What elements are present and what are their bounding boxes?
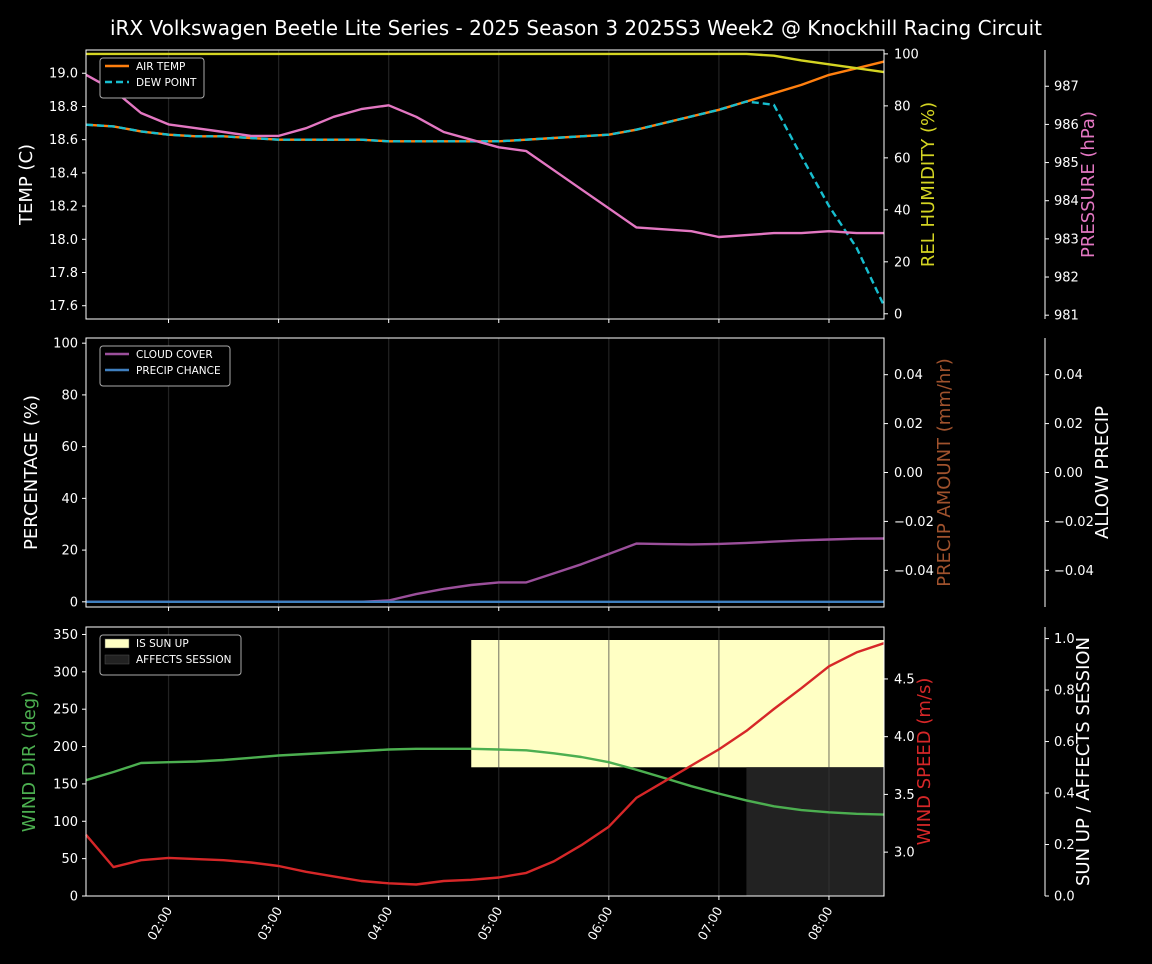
far-right-tick-label: 0.6 <box>1054 735 1075 750</box>
left-tick-label: 250 <box>53 703 78 718</box>
far-right-tick-label: 983 <box>1054 232 1079 247</box>
far-right-tick-label: 981 <box>1054 309 1079 324</box>
legend-box <box>99 57 205 99</box>
legend: IS SUN UP AFFECTS SESSION <box>99 634 242 676</box>
far-right-tick-label: 0.02 <box>1054 417 1083 432</box>
far-right-tick-label: −0.04 <box>1054 564 1094 579</box>
far-right-tick-label: 984 <box>1054 194 1079 209</box>
right-axis-label: REL HUMIDITY (%) <box>918 102 939 267</box>
left-tick-label: 19.0 <box>49 67 78 82</box>
left-tick-label: 0 <box>70 890 78 905</box>
left-axis-label: WIND DIR (deg) <box>19 691 40 833</box>
far-right-tick-label: −0.02 <box>1054 515 1094 530</box>
legend-label: PRECIP CHANCE <box>136 365 221 377</box>
series-dew-point <box>85 100 886 307</box>
band-affects-session <box>746 767 884 896</box>
panel-temperature: 17.6 17.8 18.0 18.2 18.4 18.6 18.8 19.0 0 20 40 60 8… <box>16 47 1099 323</box>
left-tick-label: 18.8 <box>49 100 78 115</box>
far-right-axis-label: PRESSURE (hPa) <box>1078 111 1099 258</box>
legend-label: DEW POINT <box>136 77 197 89</box>
left-tick-label: 100 <box>53 337 78 352</box>
left-tick-label: 40 <box>61 492 78 507</box>
right-tick-label: 20 <box>894 255 911 270</box>
left-tick-label: 20 <box>61 544 78 559</box>
left-tick-label: 100 <box>53 815 78 830</box>
far-right-tick-label: 985 <box>1054 156 1079 171</box>
right-tick-label: −0.04 <box>894 564 934 579</box>
right-tick-label: 0 <box>894 307 902 322</box>
right-axis-label: PRECIP AMOUNT (mm/hr) <box>934 358 955 587</box>
right-tick-label: 3.5 <box>894 788 915 803</box>
left-tick-label: 18.2 <box>49 200 78 215</box>
plot-frame <box>85 49 885 320</box>
right-tick-label: 4.5 <box>894 672 915 687</box>
left-tick-label: 200 <box>53 740 78 755</box>
panel-wind_sun: 0 50 100 150 200 250 300 350 3.0 3.5 4.0 4.5 0.0 0.2 0… <box>19 626 1094 943</box>
far-right-tick-label: 982 <box>1054 271 1079 286</box>
far-right-tick-label: 986 <box>1054 118 1079 133</box>
legend-label: IS SUN UP <box>136 638 189 650</box>
right-tick-label: 60 <box>894 151 911 166</box>
right-tick-label: 80 <box>894 99 911 114</box>
right-tick-label: 100 <box>894 47 919 62</box>
series-wind-speed <box>85 642 885 886</box>
figure-title: iRX Volkswagen Beetle Lite Series - 2025… <box>110 16 1042 40</box>
far-right-tick-label: 0.8 <box>1054 684 1075 699</box>
far-right-tick-label: 0.00 <box>1054 466 1083 481</box>
band-is-sun-up <box>471 640 884 768</box>
left-tick-label: 0 <box>70 595 78 610</box>
right-tick-label: −0.02 <box>894 515 934 530</box>
left-tick-label: 350 <box>53 628 78 643</box>
legend-label: AFFECTS SESSION <box>136 654 232 666</box>
far-right-tick-label: 987 <box>1054 80 1079 95</box>
left-axis-label: PERCENTAGE (%) <box>21 395 42 550</box>
left-tick-label: 17.6 <box>49 299 78 314</box>
left-tick-label: 17.8 <box>49 266 78 281</box>
right-tick-label: 40 <box>894 203 911 218</box>
series-wind-dir <box>85 747 885 816</box>
right-tick-label: 0.02 <box>894 417 923 432</box>
left-tick-label: 18.0 <box>49 233 78 248</box>
legend-swatch <box>104 654 130 665</box>
far-right-tick-label: 0.2 <box>1054 838 1075 853</box>
right-axis-label: WIND SPEED (m/s) <box>914 678 935 846</box>
panel-clouds_precip: 0 20 40 60 80 100 −0.04 −0.02 0.00 0.02 0.04 −0.04 −… <box>21 337 1113 611</box>
legend-swatch <box>104 638 130 649</box>
right-tick-label: 0.04 <box>894 368 923 383</box>
right-tick-label: 0.00 <box>894 466 923 481</box>
left-tick-label: 60 <box>61 440 78 455</box>
far-right-tick-label: 0.4 <box>1054 787 1075 802</box>
left-tick-label: 150 <box>53 777 78 792</box>
series-rel-humidity <box>86 52 885 74</box>
legend: CLOUD COVER PRECIP CHANCE <box>99 345 231 387</box>
far-right-tick-label: 1.0 <box>1054 632 1075 647</box>
legend-box <box>99 345 231 387</box>
legend: AIR TEMP DEW POINT <box>99 57 205 99</box>
plot-frame <box>85 626 885 897</box>
left-tick-label: 50 <box>61 852 78 867</box>
far-right-axis-label: SUN UP / AFFECTS SESSION <box>1073 637 1094 886</box>
left-tick-label: 18.4 <box>49 166 78 181</box>
right-tick-label: 4.0 <box>894 730 915 745</box>
far-right-tick-label: 0.0 <box>1054 890 1075 905</box>
legend-box <box>99 634 242 676</box>
right-tick-label: 3.0 <box>894 846 915 861</box>
left-tick-label: 80 <box>61 388 78 403</box>
legend-label: AIR TEMP <box>136 61 185 73</box>
series-pressure <box>85 73 884 239</box>
far-right-tick-label: 0.04 <box>1054 368 1083 383</box>
legend-label: CLOUD COVER <box>136 349 213 361</box>
left-axis-label: TEMP (C) <box>16 144 37 226</box>
left-tick-label: 300 <box>53 665 78 680</box>
left-tick-label: 18.6 <box>49 133 78 148</box>
far-right-axis-label: ALLOW PRECIP <box>1092 406 1113 539</box>
